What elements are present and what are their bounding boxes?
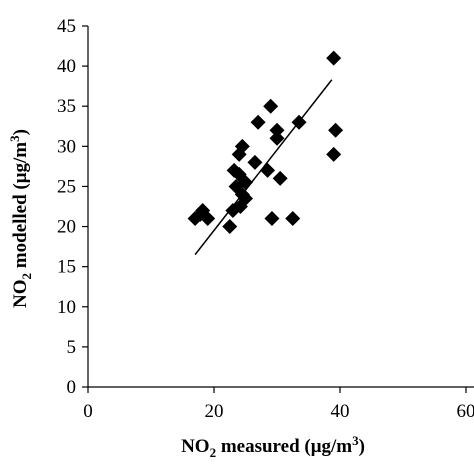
y-tick-label: 20 xyxy=(57,217,76,238)
x-label-base: NO xyxy=(181,436,210,457)
axes xyxy=(87,26,474,388)
y-tick-label: 15 xyxy=(57,257,76,278)
y-tick-label: 40 xyxy=(57,56,76,77)
y-label-base: NO xyxy=(10,279,31,308)
x-tick-label: 20 xyxy=(205,401,224,422)
data-point xyxy=(200,211,216,227)
y-ticks: 0 5 10 15 20 25 30 35 40 45 xyxy=(57,16,88,398)
x-ticks: 0 20 40 60 xyxy=(83,387,474,422)
y-label-end: ) xyxy=(10,129,31,135)
y-tick-label: 10 xyxy=(57,297,76,318)
x-tick-label: 60 xyxy=(457,401,474,422)
data-points xyxy=(187,50,344,235)
x-axis-label: NO2 measured (μg/m3) xyxy=(181,433,365,460)
data-point xyxy=(263,98,279,114)
x-label-sup: 3 xyxy=(352,433,359,448)
data-point xyxy=(250,114,266,130)
data-point xyxy=(234,138,250,154)
data-point xyxy=(269,130,285,146)
data-point xyxy=(247,154,263,170)
trend-line xyxy=(194,79,333,256)
y-tick-label: 30 xyxy=(57,136,76,157)
data-point xyxy=(272,170,288,186)
data-point xyxy=(285,211,301,227)
data-point xyxy=(264,211,280,227)
data-point xyxy=(222,219,238,235)
y-label-mid: modelled (μg/m xyxy=(10,142,31,273)
y-axis-label: NO2 modelled (μg/m3) xyxy=(7,129,34,308)
x-tick-label: 40 xyxy=(331,401,350,422)
data-point xyxy=(326,50,342,66)
data-point xyxy=(326,146,342,162)
y-label-sub: 2 xyxy=(19,273,34,280)
y-tick-label: 5 xyxy=(67,337,77,358)
x-label-end: ) xyxy=(359,436,365,457)
data-point xyxy=(260,162,276,178)
x-tick-label: 0 xyxy=(83,401,93,422)
y-tick-label: 25 xyxy=(57,176,76,197)
y-label-sup: 3 xyxy=(7,135,22,142)
x-label-sub: 2 xyxy=(210,445,217,460)
data-point xyxy=(269,122,285,138)
y-tick-label: 45 xyxy=(57,16,76,37)
y-tick-label: 35 xyxy=(57,96,76,117)
data-point xyxy=(328,122,344,138)
y-tick-label: 0 xyxy=(67,377,77,398)
x-label-mid: measured (μg/m xyxy=(216,436,352,457)
